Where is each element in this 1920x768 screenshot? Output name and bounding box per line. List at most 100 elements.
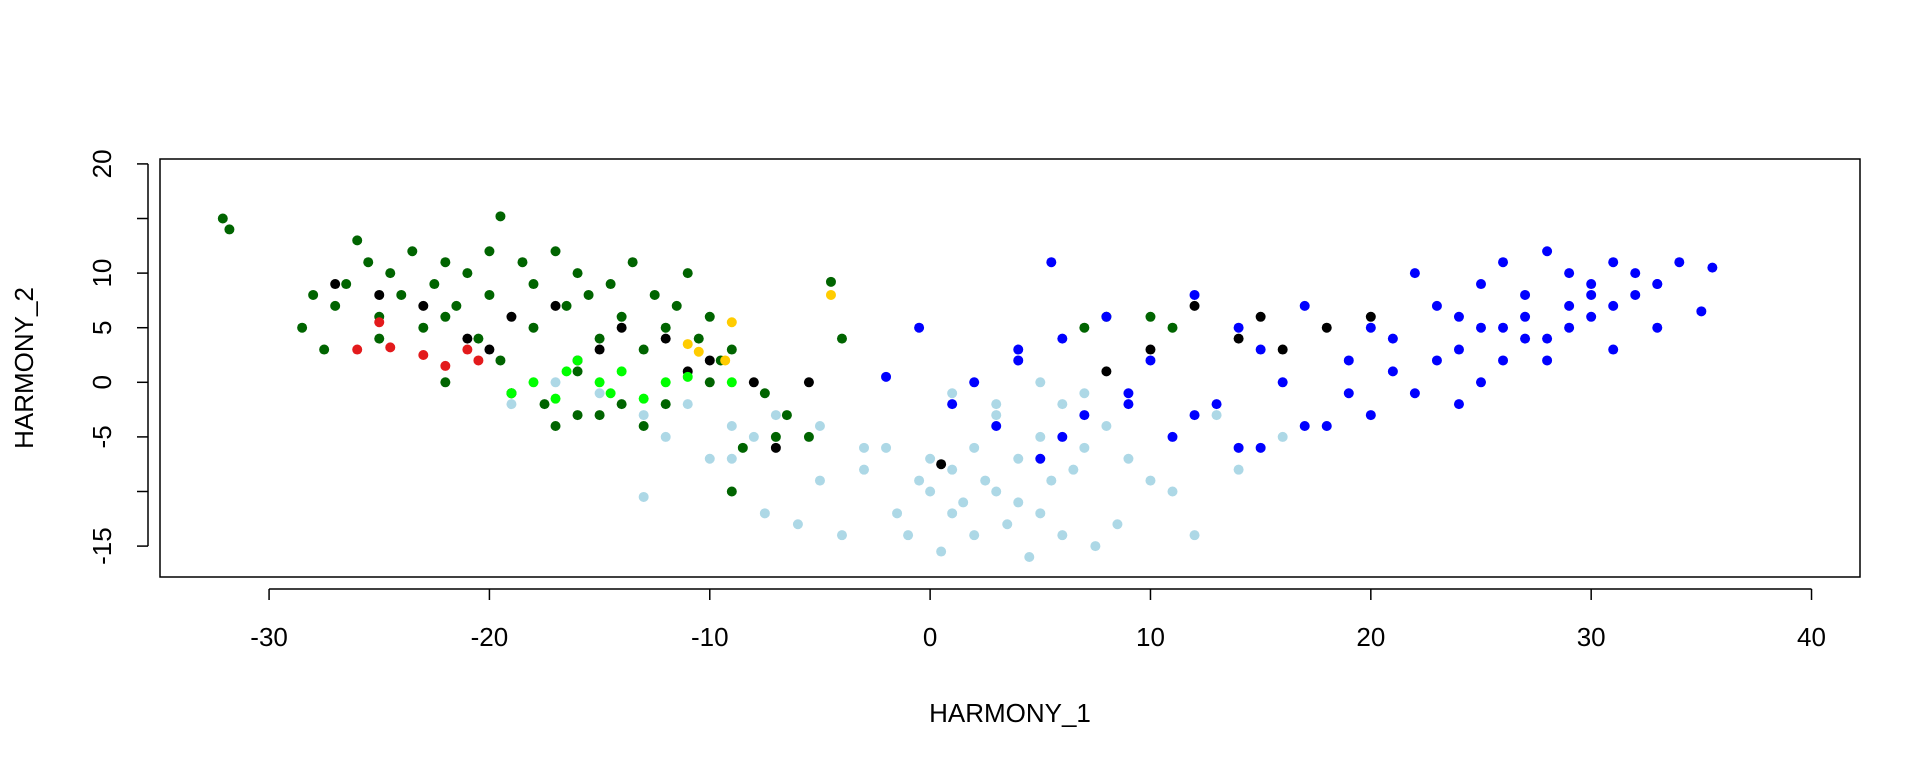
- scatter-point: [936, 459, 947, 470]
- scatter-point: [561, 300, 572, 311]
- scatter-point: [1520, 333, 1531, 344]
- scatter-point: [1035, 453, 1046, 464]
- scatter-point: [495, 355, 506, 366]
- scatter-point: [1365, 322, 1376, 333]
- scatter-point: [1520, 289, 1531, 300]
- scatter-point: [991, 399, 1002, 410]
- scatter-point: [1696, 306, 1707, 317]
- scatter-point: [759, 508, 770, 519]
- scatter-point: [462, 344, 473, 355]
- scatter-point: [1167, 486, 1178, 497]
- scatter-point: [682, 268, 693, 279]
- scatter-point: [1387, 333, 1398, 344]
- scatter-point: [1233, 333, 1244, 344]
- scatter-point: [1079, 322, 1090, 333]
- scatter-point: [1277, 377, 1288, 388]
- scatter-point: [1409, 268, 1420, 279]
- scatter-point: [836, 333, 847, 344]
- scatter-point: [660, 431, 671, 442]
- scatter-point: [517, 257, 528, 268]
- scatter-point: [1498, 355, 1509, 366]
- x-tick-label: -20: [471, 622, 509, 652]
- y-tick-label: 10: [87, 259, 117, 288]
- scatter-point: [1013, 355, 1024, 366]
- scatter-point: [330, 300, 341, 311]
- scatter-point: [1167, 431, 1178, 442]
- scatter-point: [892, 508, 903, 519]
- scatter-point: [1277, 431, 1288, 442]
- scatter-point: [1564, 300, 1575, 311]
- scatter-point: [1542, 333, 1553, 344]
- scatter-point: [506, 399, 517, 410]
- scatter-point: [539, 399, 550, 410]
- x-tick-label: -30: [250, 622, 288, 652]
- scatter-point: [1475, 377, 1486, 388]
- scatter-point: [308, 289, 319, 300]
- scatter-point: [914, 475, 925, 486]
- scatter-point: [528, 377, 539, 388]
- scatter-point: [1079, 442, 1090, 453]
- scatter-point: [451, 300, 462, 311]
- scatter-point: [660, 377, 671, 388]
- y-tick-label: -5: [87, 425, 117, 448]
- scatter-point: [462, 333, 473, 344]
- scatter-point: [429, 279, 440, 290]
- scatter-point: [1255, 311, 1266, 322]
- scatter-point: [1431, 300, 1442, 311]
- scatter-point: [341, 279, 352, 290]
- scatter-point: [440, 377, 451, 388]
- scatter-point: [726, 486, 737, 497]
- x-tick-label: 40: [1797, 622, 1826, 652]
- scatter-point: [1057, 431, 1068, 442]
- scatter-point: [374, 317, 385, 328]
- scatter-point: [374, 333, 385, 344]
- scatter-point: [682, 339, 693, 350]
- scatter-point: [217, 213, 228, 224]
- scatter-point: [969, 377, 980, 388]
- x-tick-label: 0: [923, 622, 937, 652]
- scatter-point: [814, 475, 825, 486]
- scatter-point: [825, 289, 836, 300]
- scatter-point: [1630, 289, 1641, 300]
- scatter-point: [748, 377, 759, 388]
- scatter-point: [224, 224, 235, 235]
- scatter-point: [550, 393, 561, 404]
- scatter-point: [770, 442, 781, 453]
- scatter-point: [1057, 530, 1068, 541]
- scatter-point: [1498, 322, 1509, 333]
- scatter-point: [594, 410, 605, 421]
- scatter-point: [1079, 388, 1090, 399]
- scatter-point: [671, 300, 682, 311]
- scatter-point: [605, 279, 616, 290]
- scatter-point: [572, 410, 583, 421]
- scatter-point: [1365, 311, 1376, 322]
- scatter-point: [881, 371, 892, 382]
- scatter-point: [693, 333, 704, 344]
- y-tick-label: -15: [87, 527, 117, 565]
- scatter-point: [594, 388, 605, 399]
- scatter-point: [594, 377, 605, 388]
- scatter-point: [473, 333, 484, 344]
- scatter-point: [473, 355, 484, 366]
- x-tick-label: 10: [1136, 622, 1165, 652]
- scatter-point: [660, 399, 671, 410]
- scatter-point: [1079, 410, 1090, 421]
- scatter-point: [1564, 268, 1575, 279]
- x-tick-label: 30: [1577, 622, 1606, 652]
- scatter-point: [1189, 300, 1200, 311]
- scatter-point: [1211, 410, 1222, 421]
- scatter-point: [1233, 464, 1244, 475]
- scatter-point: [506, 388, 517, 399]
- scatter-point: [462, 268, 473, 279]
- scatter-point: [836, 530, 847, 541]
- scatter-point: [572, 355, 583, 366]
- scatter-point: [1046, 475, 1057, 486]
- scatter-point: [781, 410, 792, 421]
- scatter-point: [484, 246, 495, 257]
- scatter-point: [936, 546, 947, 557]
- scatter-point: [704, 453, 715, 464]
- scatter-point: [528, 322, 539, 333]
- scatter-point: [484, 344, 495, 355]
- scatter-point: [693, 346, 704, 357]
- scatter-point: [440, 311, 451, 322]
